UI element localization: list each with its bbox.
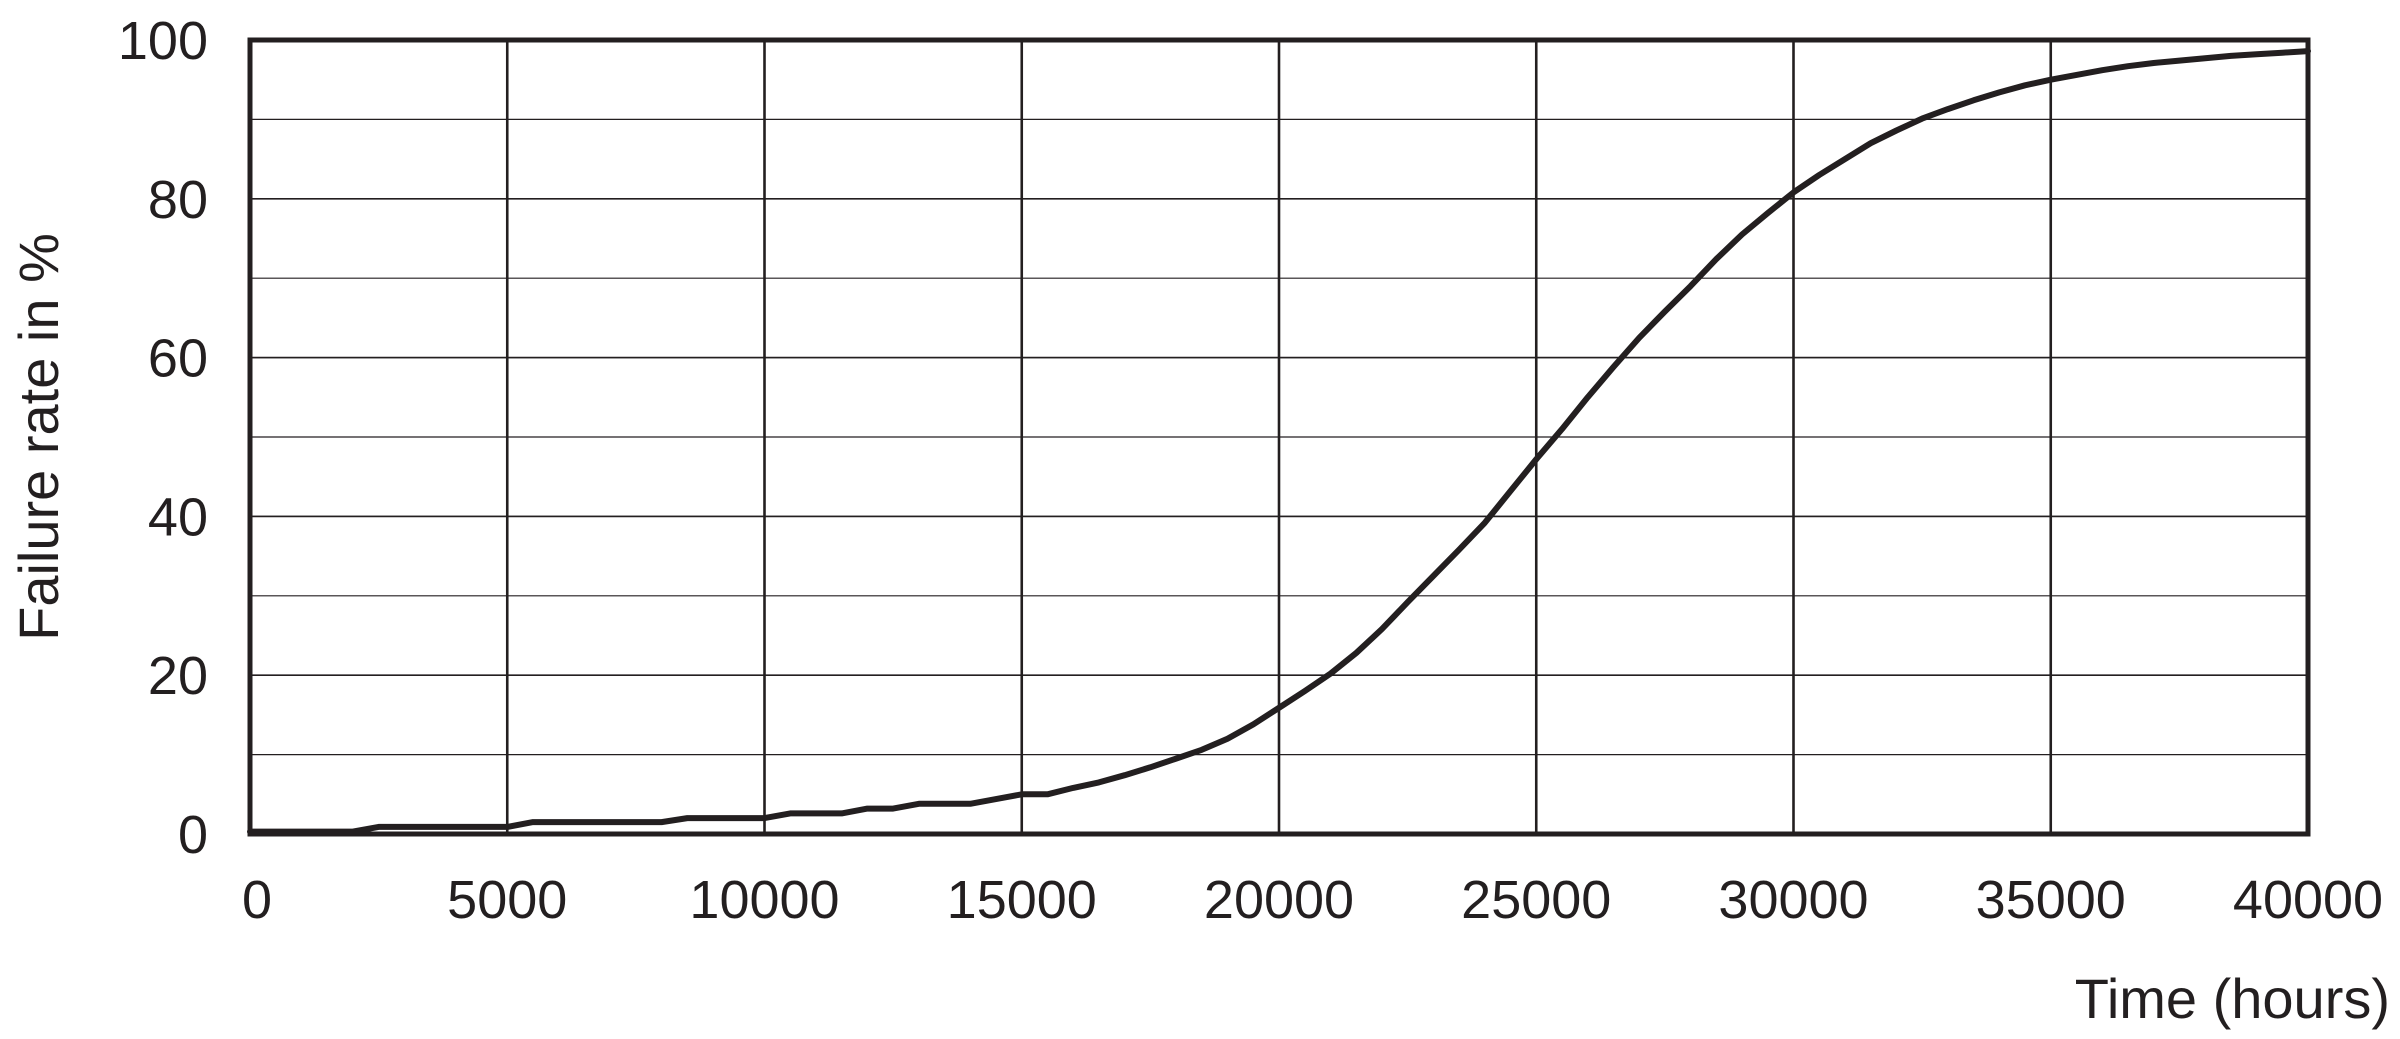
x-tick-label: 40000 (2233, 870, 2383, 930)
x-tick-labels: 0 5000 10000 15000 20000 25000 30000 35000 40000 (242, 870, 2383, 930)
y-axis-title: Failure rate in % (7, 233, 70, 641)
x-tick-label: 25000 (1461, 870, 1611, 930)
series-line-0 (247, 48, 2311, 835)
series-layer (247, 48, 2311, 835)
y-tick-label: 20 (148, 646, 208, 706)
y-tick-label: 100 (118, 11, 208, 71)
x-tick-label: 0 (242, 870, 272, 930)
x-tick-label: 5000 (447, 870, 567, 930)
y-tick-labels: 0 20 40 60 80 100 (118, 11, 208, 865)
x-tick-label: 10000 (689, 870, 839, 930)
y-tick-label: 80 (148, 170, 208, 230)
y-tick-label: 60 (148, 329, 208, 389)
x-tick-label: 35000 (1976, 870, 2126, 930)
y-tick-label: 0 (178, 805, 208, 865)
major-gridlines (250, 40, 2308, 834)
x-axis-title: Time (hours) (2075, 967, 2390, 1030)
x-tick-label: 15000 (947, 870, 1097, 930)
y-tick-label: 40 (148, 487, 208, 547)
x-tick-label: 30000 (1718, 870, 1868, 930)
plot-frame (247, 37, 2311, 837)
x-tick-label: 20000 (1204, 870, 1354, 930)
